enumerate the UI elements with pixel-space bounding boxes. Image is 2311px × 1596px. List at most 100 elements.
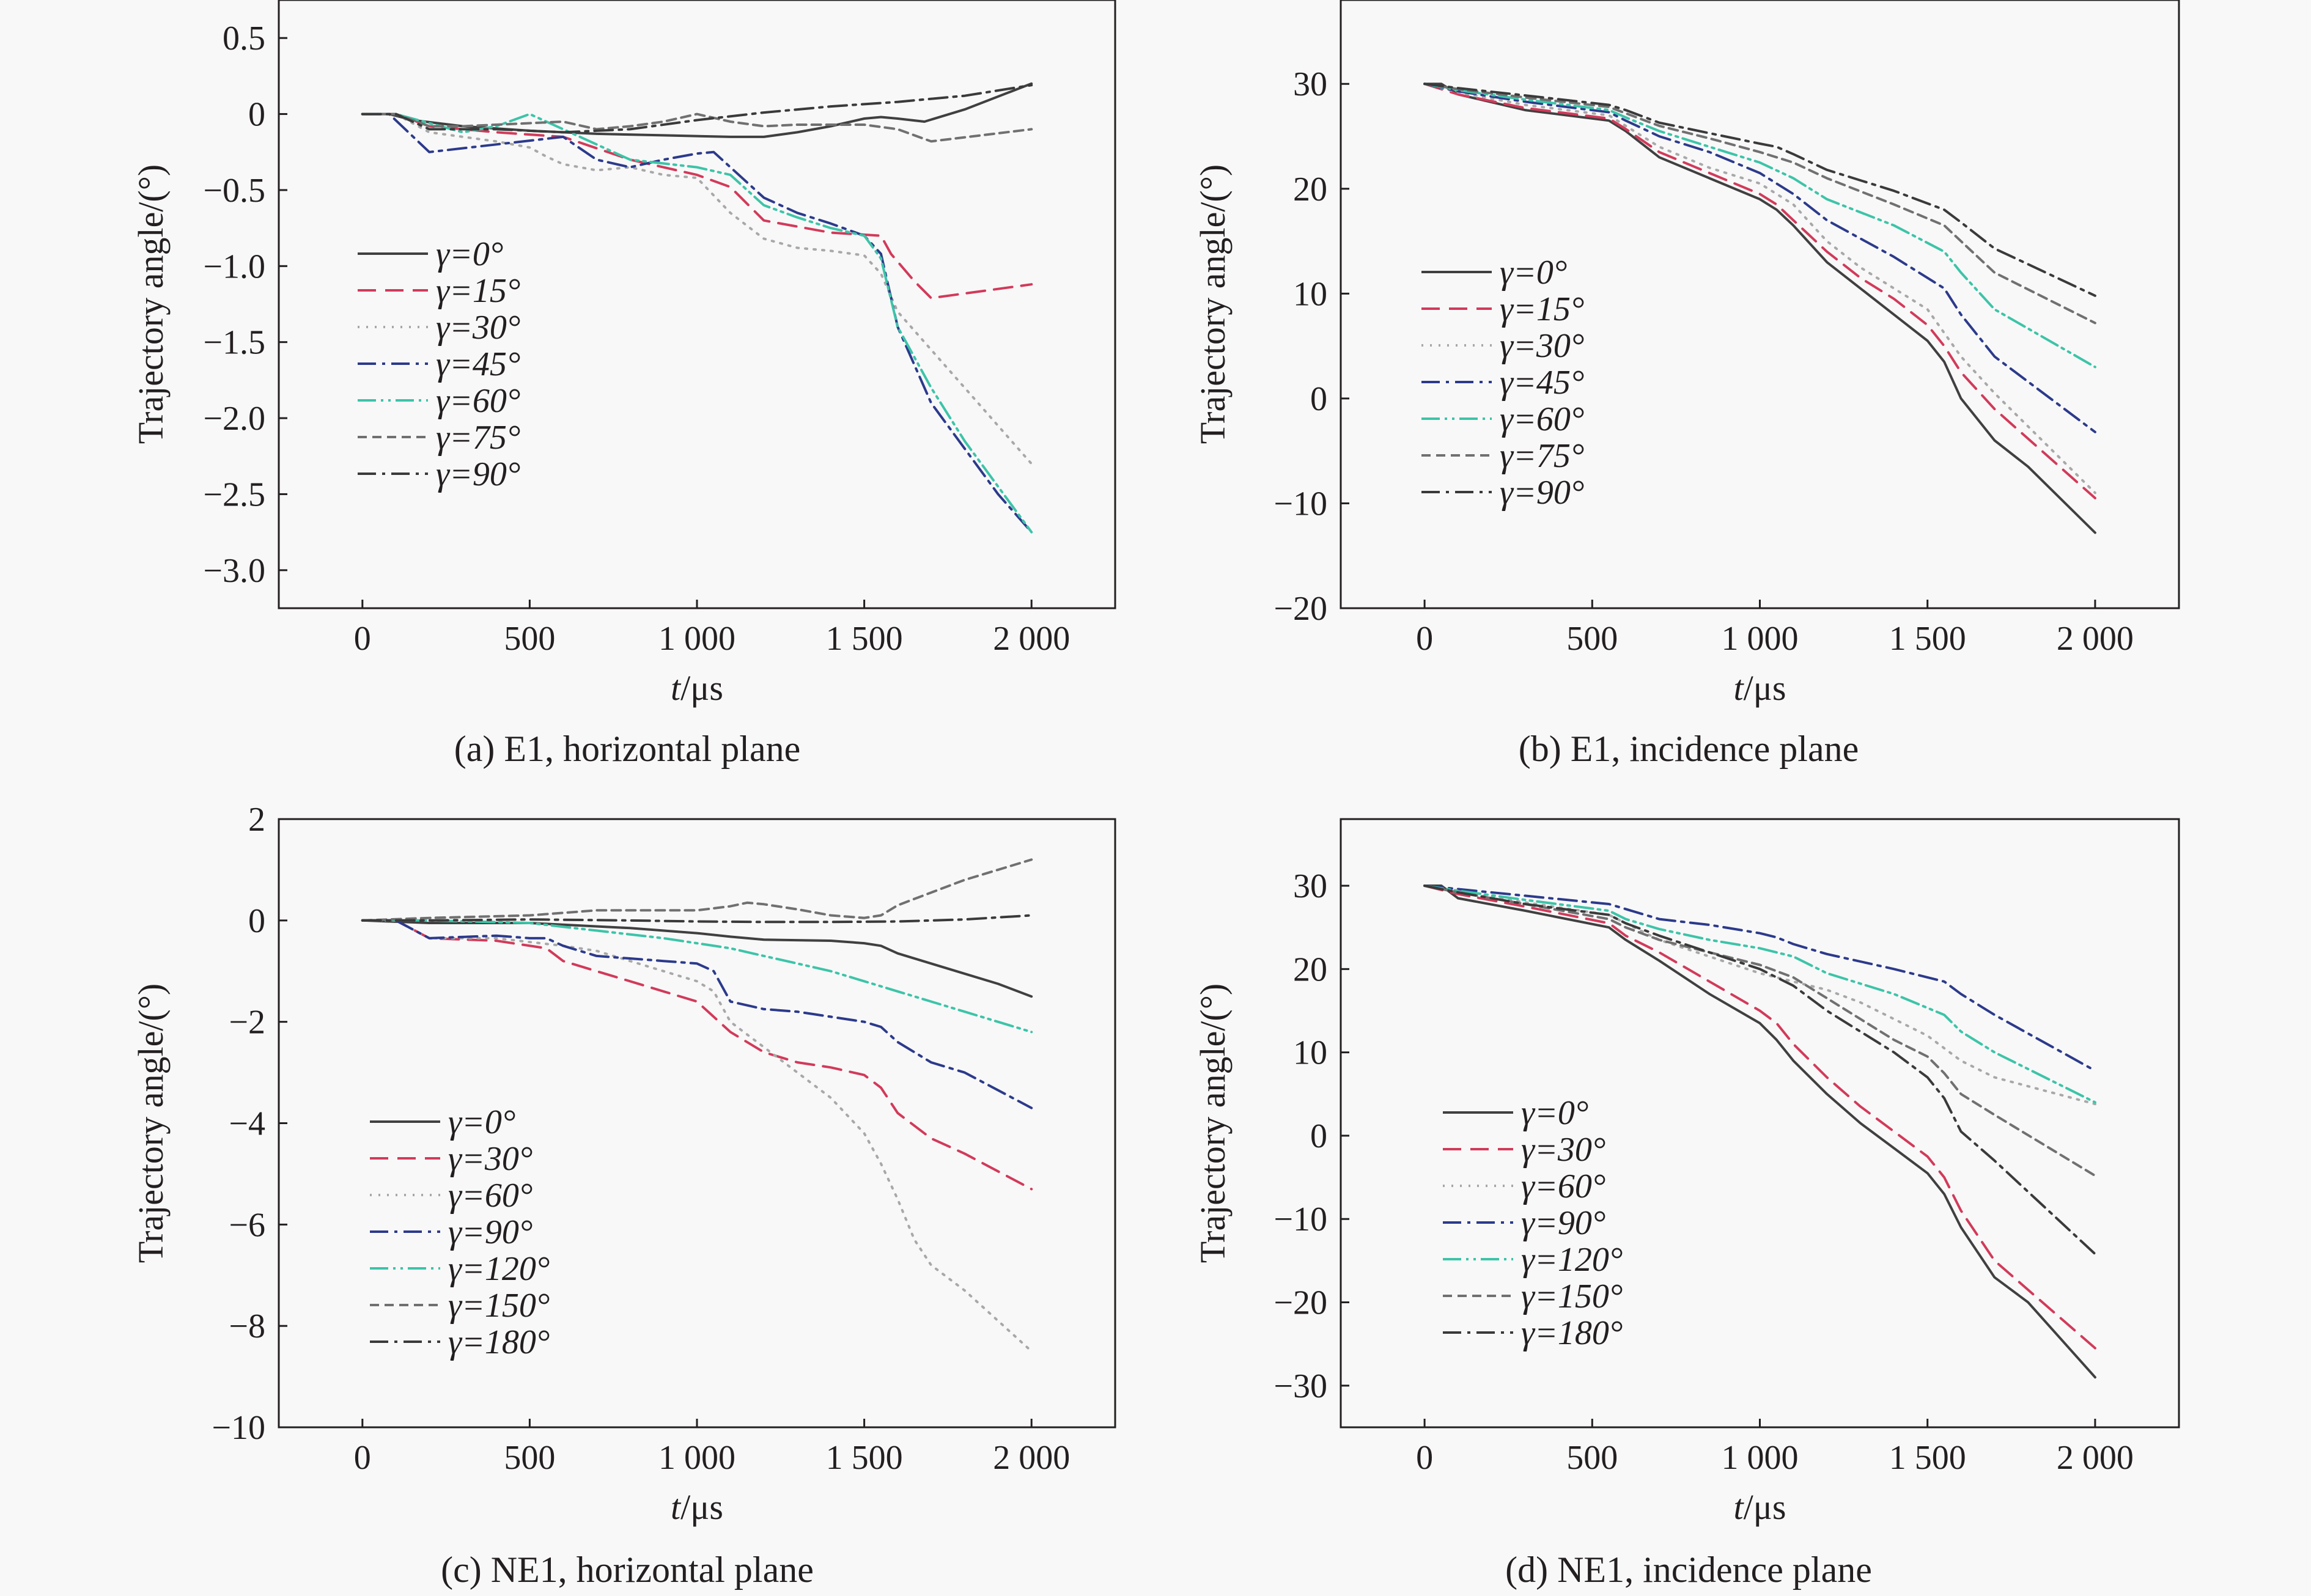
panel-c-x-tick-label: 500 (504, 1439, 555, 1477)
panel-a-legend-label-2: γ=30° (436, 309, 520, 347)
panel-d-y-tick-label: −10 (1273, 1201, 1327, 1238)
panel-b-y-tick-label: 20 (1293, 171, 1327, 208)
panel-c-series-line-1 (361, 919, 1033, 1191)
panel-a-legend-label-0: γ=0° (436, 235, 503, 273)
panel-b-legend-label-5: γ=75° (1500, 437, 1584, 475)
panel-c-y-tick-label: −4 (229, 1105, 265, 1143)
panel-b-legend-label-3: γ=45° (1500, 364, 1584, 402)
panel-b-y-tick-label: 30 (1293, 65, 1327, 103)
panel-d-series-group (1423, 884, 2096, 1379)
panel-a-series-line-0 (361, 82, 1033, 138)
panel-a-x-tick-label: 500 (504, 620, 555, 658)
panel-c-legend-label-1: γ=30° (448, 1140, 533, 1178)
panel-b-x-tick-label: 1 000 (1722, 620, 1799, 658)
panel-c-legend: γ=0°γ=30°γ=60°γ=90°γ=120°γ=150°γ=180° (370, 1103, 550, 1361)
panel-b-legend: γ=0°γ=15°γ=30°γ=45°γ=60°γ=75°γ=90° (1421, 254, 1584, 512)
panel-d-y-tick-label: 30 (1293, 867, 1327, 905)
panel-d-series-line-4 (1423, 884, 2096, 1104)
caption-panel-a: (a) E1, horizontal plane (454, 729, 801, 769)
panel-c-legend-label-0: γ=0° (448, 1103, 515, 1141)
panel-b-series-line-3 (1423, 83, 2096, 433)
panel-c-series-line-6 (361, 914, 1033, 924)
caption-panel-c: (c) NE1, horizontal plane (441, 1550, 814, 1590)
panel-d-series-line-3 (1423, 884, 2096, 1072)
panel-c-legend-label-3: γ=90° (448, 1213, 533, 1251)
panel-a-x-axis-label-variable: t (671, 668, 682, 708)
panel-b-legend-label-0: γ=0° (1500, 254, 1567, 292)
panel-b-series-line-2 (1423, 83, 2096, 495)
panel-c-series-line-4 (361, 919, 1033, 1034)
panel-c-x-tick-label: 1 500 (826, 1439, 903, 1477)
panel-a: 0 500 1 000 1 500 2 000 0.5 0 −0.5 −1.0 −1.5 −2.0 −… (131, 0, 1116, 708)
panel-d-axes-frame (1340, 818, 2180, 1429)
panel-d-x-axis-label: t/μs (1734, 1487, 1786, 1527)
panel-a-y-axis-label: Trajectory angle/(°) (131, 164, 171, 444)
panel-a-series-line-5 (361, 112, 1033, 143)
panel-a-x-axis-label: t/μs (671, 668, 723, 708)
panel-d-series-line-1 (1423, 884, 2096, 1350)
panel-d-y-tick-label: −20 (1273, 1284, 1327, 1322)
panel-d-x-tick-label: 1 000 (1722, 1439, 1799, 1477)
panel-b-series-line-5 (1423, 83, 2096, 325)
panel-b-y-tick-label: 10 (1293, 275, 1327, 313)
panel-d-y-axis-label: Trajectory angle/(°) (1193, 984, 1233, 1263)
panel-d-legend-label-4: γ=120° (1521, 1241, 1623, 1279)
panel-c-x-axis-label: t/μs (671, 1487, 723, 1527)
panel-d-legend: γ=0°γ=30°γ=60°γ=90°γ=120°γ=150°γ=180° (1443, 1094, 1623, 1352)
panel-b-series-line-0 (1423, 83, 2096, 534)
panel-a-y-tick-label: 0 (248, 96, 265, 134)
panel-c-x-tick-label: 0 (354, 1439, 371, 1477)
panel-c-series-group (361, 858, 1033, 1353)
panel-b-legend-label-1: γ=15° (1500, 290, 1584, 328)
panel-c-x-tick-label: 1 000 (658, 1439, 735, 1477)
panel-d-legend-label-1: γ=30° (1521, 1131, 1605, 1169)
panel-c-y-tick-label: 0 (248, 902, 265, 940)
panel-a-x-tick-label: 2 000 (993, 620, 1070, 658)
panel-b-legend-label-4: γ=60° (1500, 400, 1584, 438)
panel-b-legend-label-2: γ=30° (1500, 327, 1584, 365)
panel-d-legend-label-5: γ=150° (1521, 1278, 1623, 1315)
panel-b-x-axis-label-variable: t (1734, 668, 1745, 708)
panel-d-x-tick-label: 500 (1566, 1439, 1618, 1477)
panel-a-x-tick-label: 1 000 (658, 620, 735, 658)
panel-c-legend-label-2: γ=60° (448, 1177, 533, 1215)
panel-c-x-tick-label: 2 000 (993, 1439, 1070, 1477)
panel-d-legend-label-3: γ=90° (1521, 1204, 1605, 1242)
panel-b-y-axis-label: Trajectory angle/(°) (1193, 164, 1233, 444)
panel-b-legend-label-6: γ=90° (1500, 474, 1584, 512)
panel-b-x-tick-label: 2 000 (2057, 620, 2134, 658)
panel-b-y-tick-label: −10 (1273, 485, 1327, 523)
panel-b-series-line-1 (1423, 83, 2096, 499)
panel-a-legend-label-6: γ=90° (436, 455, 520, 493)
panel-d-x-tick-label: 1 500 (1889, 1439, 1966, 1477)
panel-c-y-tick-label: −8 (229, 1307, 265, 1345)
panel-a-y-tick-label: −1.5 (203, 324, 265, 362)
panel-c-x-axis-label-unit: /μs (680, 1487, 723, 1527)
panel-b-x-tick-label: 0 (1416, 620, 1433, 658)
panel-b-x-tick-label: 1 500 (1889, 620, 1966, 658)
panel-a-series-group (361, 82, 1033, 534)
panel-a-series-line-6 (361, 84, 1033, 134)
panel-a-legend-label-3: γ=45° (436, 345, 520, 383)
panel-d-series-line-5 (1423, 884, 2096, 1177)
panel-a-x-tick-label: 0 (354, 620, 371, 658)
caption-panel-b: (b) E1, incidence plane (1518, 729, 1859, 769)
panel-a-legend-label-5: γ=75° (436, 419, 520, 457)
panel-a-y-tick-label: −2.5 (203, 476, 265, 513)
panel-c-y-axis-label: Trajectory angle/(°) (131, 984, 171, 1263)
panel-b: 0 500 1 000 1 500 2 000 30 20 10 0 −10 −20 t/μs Traj… (1193, 0, 2180, 708)
panel-a-series-line-4 (361, 112, 1033, 534)
panel-c-y-tick-label: 2 (248, 801, 265, 839)
caption-panel-d: (d) NE1, incidence plane (1505, 1550, 1872, 1590)
panel-a-x-axis-label-unit: /μs (680, 668, 723, 708)
panel-d-x-tick-label: 0 (1416, 1439, 1433, 1477)
panel-d-series-line-0 (1423, 884, 2096, 1379)
panel-a-y-tick-label: −0.5 (203, 172, 265, 210)
panel-c-series-line-0 (361, 919, 1033, 998)
panel-b-x-axis-label: t/μs (1734, 668, 1786, 708)
panel-d-series-line-6 (1423, 884, 2096, 1256)
panel-a-y-tick-label: −2.0 (203, 400, 265, 438)
panel-c-series-line-5 (361, 858, 1033, 922)
